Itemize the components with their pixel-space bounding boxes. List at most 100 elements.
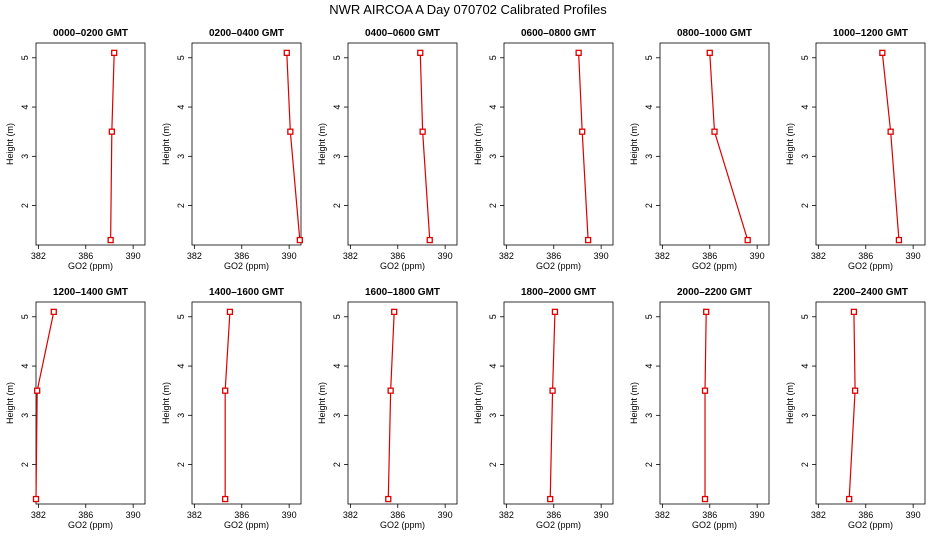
data-point — [701, 387, 709, 394]
panel-title: 0200–0400 GMT — [209, 28, 284, 39]
y-tick-label: 4 — [20, 364, 30, 369]
x-tick-label: 382 — [499, 251, 514, 261]
y-tick-label: 4 — [644, 364, 654, 369]
y-tick-label: 3 — [800, 154, 810, 159]
x-axis-label: GO2 (ppm) — [68, 261, 113, 271]
data-point — [391, 308, 398, 316]
y-tick-label: 3 — [176, 413, 186, 418]
data-point — [744, 236, 751, 244]
x-tick-label: 386 — [390, 251, 405, 261]
y-tick-label: 3 — [332, 154, 342, 159]
x-tick-label: 386 — [702, 510, 717, 520]
data-point — [419, 128, 426, 135]
profile-line — [549, 311, 556, 500]
y-tick-label: 2 — [20, 203, 30, 208]
y-tick-label: 2 — [800, 203, 810, 208]
data-point — [296, 236, 303, 244]
panel-title: 0000–0200 GMT — [53, 28, 128, 39]
data-point — [850, 308, 858, 316]
data-point — [551, 308, 559, 316]
x-tick-label: 382 — [187, 510, 202, 520]
panel-title: 1200–1400 GMT — [53, 287, 128, 298]
data-point — [426, 236, 433, 244]
profile-line — [578, 52, 589, 241]
x-tick-label: 390 — [282, 510, 297, 520]
x-tick-label: 386 — [234, 510, 249, 520]
panel-title: 1600–1800 GMT — [365, 287, 440, 298]
data-point — [226, 308, 234, 316]
data-point — [895, 236, 903, 244]
profile-line — [709, 52, 749, 241]
panel-2: 0200–0400 GMT 382 386 390 GO2 (ppm) 2 3 4 5 Heigh… — [161, 28, 303, 271]
x-tick-label: 390 — [906, 510, 921, 520]
x-tick-label: 382 — [811, 251, 826, 261]
panel-7: 1200–1400 GMT 382 386 390 GO2 (ppm) 2 3 4 5 Heigh… — [5, 287, 146, 530]
data-point — [584, 236, 592, 244]
y-tick-label: 5 — [488, 55, 498, 60]
y-tick-label: 5 — [644, 55, 654, 60]
data-point — [711, 128, 718, 135]
x-axis-label: GO2 (ppm) — [692, 261, 737, 271]
x-axis-label: GO2 (ppm) — [692, 520, 737, 530]
plot-frame — [35, 42, 146, 246]
panel-3: 0400–0600 GMT 382 386 390 GO2 (ppm) 2 3 4 5 Heigh… — [317, 28, 458, 271]
panel-title: 2200–2400 GMT — [833, 287, 908, 298]
x-tick-label: 386 — [78, 251, 93, 261]
x-tick-label: 386 — [702, 251, 717, 261]
y-tick-label: 5 — [800, 314, 810, 319]
y-tick-label: 5 — [176, 314, 186, 319]
x-tick-label: 390 — [750, 510, 765, 520]
x-tick-label: 390 — [594, 251, 609, 261]
x-tick-label: 390 — [594, 510, 609, 520]
data-point — [387, 387, 394, 394]
x-tick-label: 382 — [343, 251, 358, 261]
y-axis-label: Height (m) — [5, 123, 15, 165]
y-tick-label: 4 — [332, 364, 342, 369]
y-axis-label: Height (m) — [473, 123, 483, 165]
panel-4: 0600–0800 GMT 382 386 390 GO2 (ppm) 2 3 4 5 Heigh… — [473, 28, 614, 271]
profile-line — [110, 52, 115, 241]
panel-title: 0800–1000 GMT — [677, 28, 752, 39]
panel-title: 1800–2000 GMT — [521, 287, 596, 298]
x-tick-label: 382 — [343, 510, 358, 520]
panel-10: 1800–2000 GMT 382 386 390 GO2 (ppm) 2 3 4 5 Heigh… — [473, 287, 614, 530]
profile-line — [419, 52, 431, 241]
data-point — [701, 495, 709, 503]
x-tick-label: 382 — [31, 251, 46, 261]
plot-frame — [347, 301, 458, 505]
y-tick-label: 5 — [176, 55, 186, 60]
panel-1: 0000–0200 GMT 382 386 390 GO2 (ppm) 2 3 4 5 Heigh… — [5, 28, 146, 271]
x-tick-label: 382 — [811, 510, 826, 520]
data-point — [549, 387, 556, 394]
y-axis-label: Height (m) — [5, 382, 15, 424]
data-point — [283, 49, 290, 57]
data-point — [34, 387, 41, 394]
x-tick-label: 390 — [438, 510, 453, 520]
panel-title: 1000–1200 GMT — [833, 28, 908, 39]
x-tick-label: 390 — [906, 251, 921, 261]
y-tick-label: 4 — [176, 364, 186, 369]
y-axis-label: Height (m) — [629, 123, 639, 165]
y-tick-label: 5 — [644, 314, 654, 319]
y-axis-label: Height (m) — [161, 123, 171, 165]
y-tick-label: 3 — [488, 154, 498, 159]
y-tick-label: 2 — [332, 462, 342, 467]
y-tick-label: 2 — [488, 203, 498, 208]
y-tick-label: 2 — [332, 203, 342, 208]
profile-line — [387, 311, 395, 500]
plot-frame — [347, 42, 458, 246]
y-tick-label: 5 — [20, 55, 30, 60]
x-tick-label: 386 — [858, 510, 873, 520]
y-axis-label: Height (m) — [785, 123, 795, 165]
panel-12: 2200–2400 GMT 382 386 390 GO2 (ppm) 2 3 4 5 Heigh… — [785, 287, 926, 530]
data-point — [50, 308, 57, 316]
y-tick-label: 3 — [20, 413, 30, 418]
data-point — [107, 236, 114, 244]
y-tick-label: 2 — [488, 462, 498, 467]
y-tick-label: 3 — [644, 154, 654, 159]
profile-line — [224, 311, 231, 500]
y-tick-label: 4 — [644, 105, 654, 110]
x-tick-label: 382 — [187, 251, 202, 261]
y-tick-label: 2 — [800, 462, 810, 467]
